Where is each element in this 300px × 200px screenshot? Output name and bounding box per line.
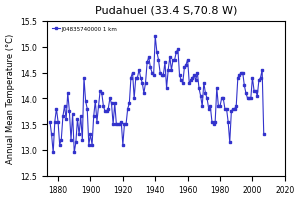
J04835740000 1 km: [252, 90, 256, 92]
J04835740000 1 km: [64, 118, 68, 121]
Y-axis label: Annual Mean Temperature (°C): Annual Mean Temperature (°C): [6, 34, 15, 164]
J04835740000 1 km: [199, 95, 202, 97]
J04835740000 1 km: [192, 75, 196, 77]
J04835740000 1 km: [153, 36, 157, 38]
J04835740000 1 km: [186, 59, 189, 61]
J04835740000 1 km: [262, 134, 266, 136]
J04835740000 1 km: [48, 121, 52, 123]
J04835740000 1 km: [51, 152, 55, 154]
J04835740000 1 km: [257, 80, 261, 82]
Line: J04835740000 1 km: J04835740000 1 km: [49, 36, 265, 154]
Legend: J04835740000 1 km: J04835740000 1 km: [50, 25, 120, 34]
Title: Pudahuel (33.4 S,70.8 W): Pudahuel (33.4 S,70.8 W): [94, 6, 237, 15]
